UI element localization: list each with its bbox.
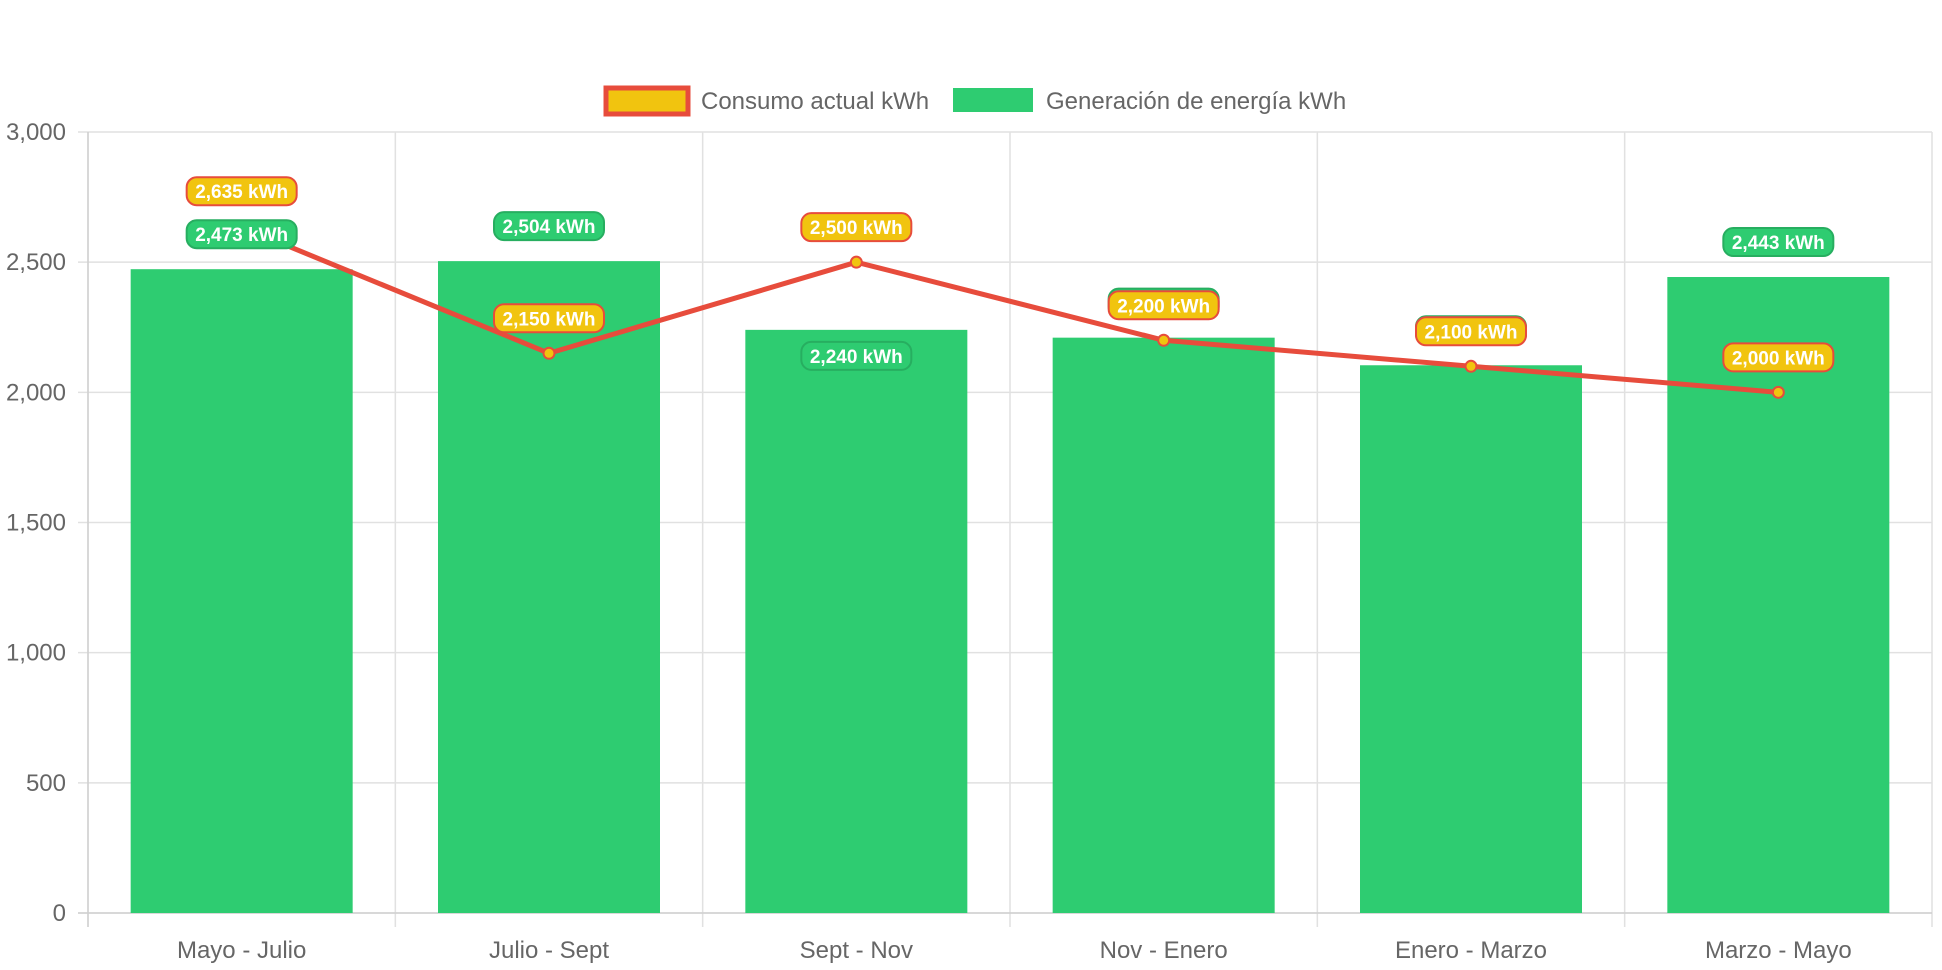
y-tick-label: 1,000: [6, 640, 66, 667]
bar-generacion: [1360, 365, 1582, 913]
data-label-consumo-text: 2,100 kWh: [1425, 322, 1518, 343]
data-label-generacion-text: 2,473 kWh: [195, 225, 288, 246]
point-consumo: [1157, 333, 1171, 347]
data-label-consumo: 2,100 kWh: [1415, 316, 1527, 347]
legend-label-generacion: Generación de energía kWh: [1046, 88, 1346, 115]
y-tick-label: 500: [26, 770, 66, 797]
y-tick-label: 1,500: [6, 510, 66, 537]
data-label-consumo-bg: [800, 212, 913, 243]
bar-generacion: [130, 269, 353, 913]
y-tick-label: 0: [53, 900, 66, 927]
x-tick-label: Marzo - Mayo: [1705, 937, 1852, 964]
data-label-consumo-bg: [493, 303, 605, 334]
bar-series-generacion: [130, 261, 1890, 913]
data-label-generacion: 2,240 kWh: [800, 340, 913, 371]
data-label-generacion: 2,473 kWh: [185, 219, 298, 250]
data-label-generacion-text: 2,443 kWh: [1732, 233, 1825, 254]
bar-generacion: [1667, 277, 1890, 913]
legend-item-generacion: Generación de energía kWh: [953, 88, 1346, 115]
bar-generacion: [438, 261, 660, 913]
bar-generacion: [745, 329, 968, 913]
data-label-consumo-text: 2,500 kWh: [810, 218, 903, 239]
data-label-consumo-text: 2,200 kWh: [1117, 296, 1210, 317]
legend: Consumo actual kWh Generación de energía …: [603, 85, 1346, 117]
legend-swatch-generacion: [953, 88, 1033, 112]
axes: 0 500 1,000 1,500 2,000 2,500 3,000 Mayo - Juli…: [6, 119, 1932, 964]
x-tick-label: Sept - Nov: [800, 937, 913, 964]
data-label-consumo-text: 2,000 kWh: [1732, 348, 1825, 369]
legend-label-consumo: Consumo actual kWh: [701, 88, 929, 115]
x-tick-label: Mayo - Julio: [177, 937, 306, 964]
y-tick-label: 3,000: [6, 119, 66, 146]
data-label-consumo: 2,500 kWh: [800, 212, 913, 243]
point-consumo: [1771, 385, 1785, 399]
y-tick-label: 2,500: [6, 249, 66, 276]
x-tick-label: Nov - Enero: [1100, 937, 1228, 964]
data-label-generacion-text: 2,504 kWh: [503, 217, 596, 238]
data-label-consumo-bg: [1415, 316, 1527, 347]
legend-swatch-consumo: [603, 85, 691, 117]
grid-lines: [78, 131, 1933, 927]
data-label-consumo-bg: [1107, 290, 1220, 321]
data-label-generacion-bg: [1722, 227, 1835, 258]
data-label-generacion: 2,504 kWh: [493, 211, 605, 242]
point-consumo: [1464, 359, 1478, 373]
data-label-generacion-text: 2,240 kWh: [810, 347, 903, 368]
y-tick-label: 2,000: [6, 379, 66, 406]
data-label-consumo-bg: [185, 176, 298, 207]
data-label-consumo: 2,635 kWh: [185, 176, 298, 207]
x-tick-label: Julio - Sept: [489, 937, 609, 964]
data-label-consumo-bg: [1722, 342, 1835, 373]
data-label-generacion-bg: [185, 219, 298, 250]
x-tick-label: Enero - Marzo: [1395, 937, 1547, 964]
data-label-consumo: 2,150 kWh: [493, 303, 605, 334]
bar-generacion: [1052, 337, 1275, 913]
data-label-consumo-text: 2,635 kWh: [195, 182, 288, 203]
data-label-consumo: 2,000 kWh: [1722, 342, 1835, 373]
data-label-consumo-text: 2,150 kWh: [503, 309, 596, 330]
data-label-generacion: 2,443 kWh: [1722, 227, 1835, 258]
point-consumo: [542, 346, 556, 360]
point-consumo: [849, 255, 863, 269]
data-label-consumo: 2,200 kWh: [1107, 290, 1220, 321]
data-label-generacion-bg: [800, 340, 913, 371]
line-consumo: [239, 224, 1781, 395]
legend-item-consumo: Consumo actual kWh: [603, 85, 929, 117]
data-label-generacion-bg: [493, 211, 605, 242]
